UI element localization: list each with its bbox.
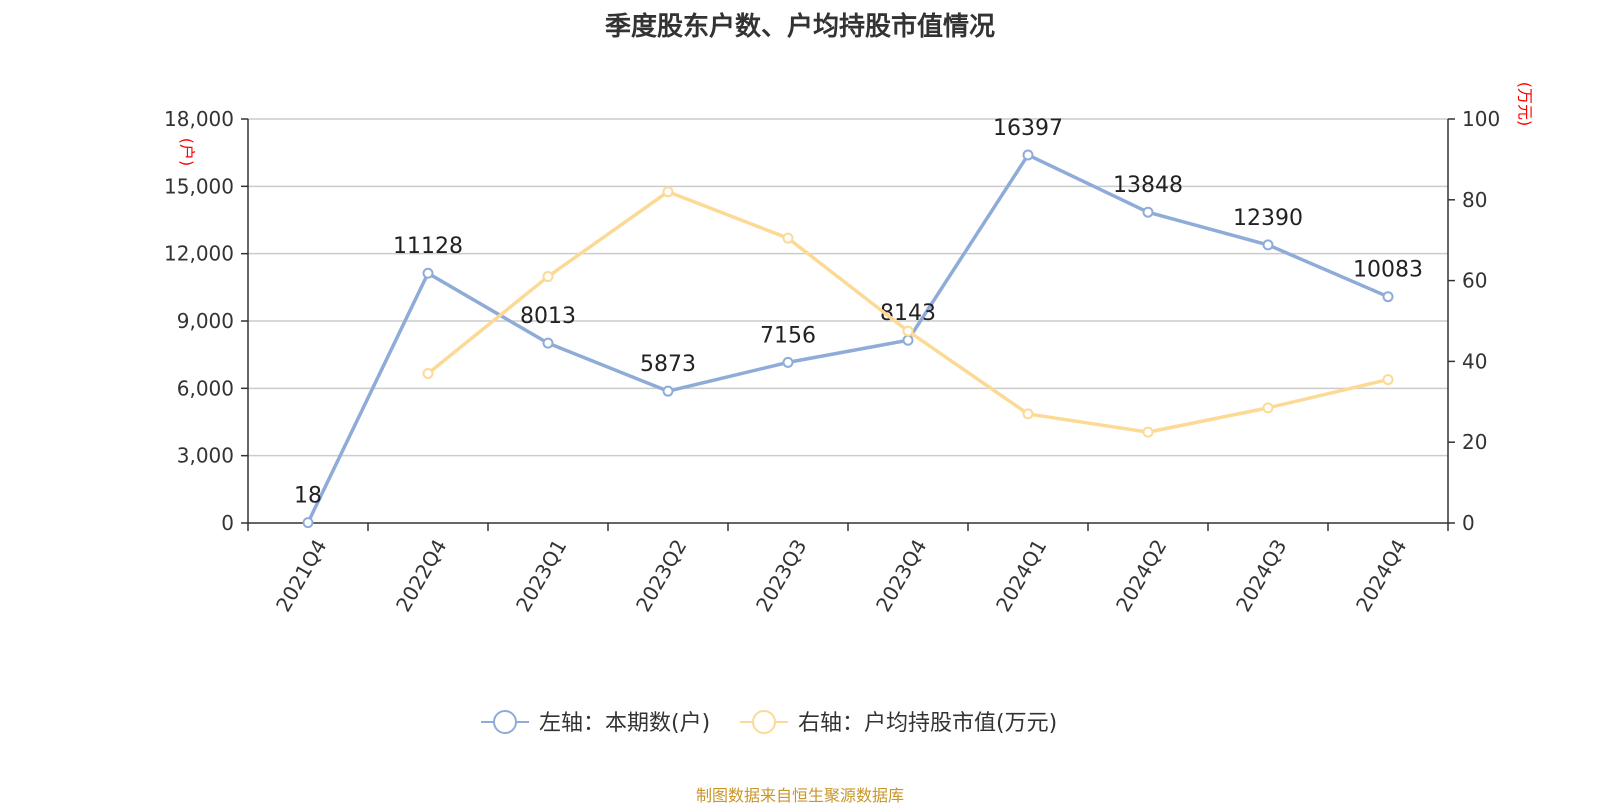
chart-svg: 0 3,000 6,000 9,000 12,000 15,000 18,000 0 20 40 6… (164, 82, 1535, 736)
series-1-point (542, 337, 554, 349)
data-label: 13848 (1113, 173, 1183, 198)
legend-marker-2 (752, 710, 776, 734)
data-label: 16397 (993, 116, 1063, 141)
series-1-point (1142, 206, 1154, 218)
left-axis-unit: (户) (178, 138, 197, 167)
x-category-label: 2021Q4 (271, 535, 331, 616)
data-label: 7156 (760, 323, 816, 348)
data-label: 8143 (880, 301, 936, 326)
source-text: 制图数据来自恒生聚源数据库 (695, 786, 904, 805)
series-1-point (662, 385, 674, 397)
left-tick-label: 18,000 (164, 107, 234, 131)
x-category-label: 2023Q3 (751, 535, 811, 616)
series-1-point (1382, 291, 1394, 303)
series-line-1 (306, 153, 1389, 524)
legend-label-2: 右轴：户均持股市值(万元) (798, 711, 1057, 736)
series-1-point (902, 334, 914, 346)
x-category-label: 2023Q2 (631, 535, 691, 616)
x-category-label: 2022Q4 (391, 535, 451, 616)
series-1-point (1022, 149, 1034, 161)
series-1-point (1262, 239, 1274, 251)
series-2-point (1262, 402, 1274, 414)
series-2-point (662, 186, 674, 198)
right-tick-label: 20 (1462, 430, 1487, 454)
x-category-label: 2024Q4 (1351, 535, 1411, 616)
data-label: 8013 (520, 304, 576, 329)
chart-title: 季度股东户数、户均持股市值情况 (604, 12, 995, 42)
x-category-label: 2023Q4 (871, 535, 931, 616)
series-2-point (1022, 408, 1034, 420)
series-1-point (782, 356, 794, 368)
right-tick-label: 0 (1462, 511, 1475, 535)
series-2-point (542, 271, 554, 283)
left-tick-label: 6,000 (177, 376, 234, 400)
x-category-label: 2024Q3 (1231, 535, 1291, 616)
left-tick-label: 15,000 (164, 174, 234, 198)
left-tick-label: 9,000 (177, 309, 234, 333)
right-tick-label: 80 (1462, 188, 1487, 212)
right-axis-unit: (万元) (1516, 82, 1535, 127)
x-category-label: 2024Q1 (991, 535, 1051, 616)
left-tick-label: 3,000 (177, 444, 234, 468)
left-tick-label: 12,000 (164, 242, 234, 266)
right-tick-label: 40 (1462, 349, 1487, 373)
series-2-point (782, 232, 794, 244)
series-1-point (302, 517, 314, 529)
right-tick-label: 60 (1462, 269, 1487, 293)
series-1-point (422, 267, 434, 279)
series-2-point (1142, 426, 1154, 438)
data-label: 5873 (640, 352, 696, 377)
series-2-point (1382, 374, 1394, 386)
data-label: 10083 (1353, 258, 1423, 283)
left-tick-label: 0 (221, 511, 234, 535)
right-tick-label: 100 (1462, 107, 1500, 131)
data-label: 18 (294, 484, 322, 509)
series-2-point (422, 368, 434, 380)
data-label: 11128 (393, 234, 463, 259)
x-category-label: 2024Q2 (1111, 535, 1171, 616)
series-2-point (902, 325, 914, 337)
legend-marker-1 (493, 710, 517, 734)
data-label: 12390 (1233, 206, 1303, 231)
legend-label-1: 左轴：本期数(户) (539, 711, 710, 736)
x-category-label: 2023Q1 (511, 535, 571, 616)
